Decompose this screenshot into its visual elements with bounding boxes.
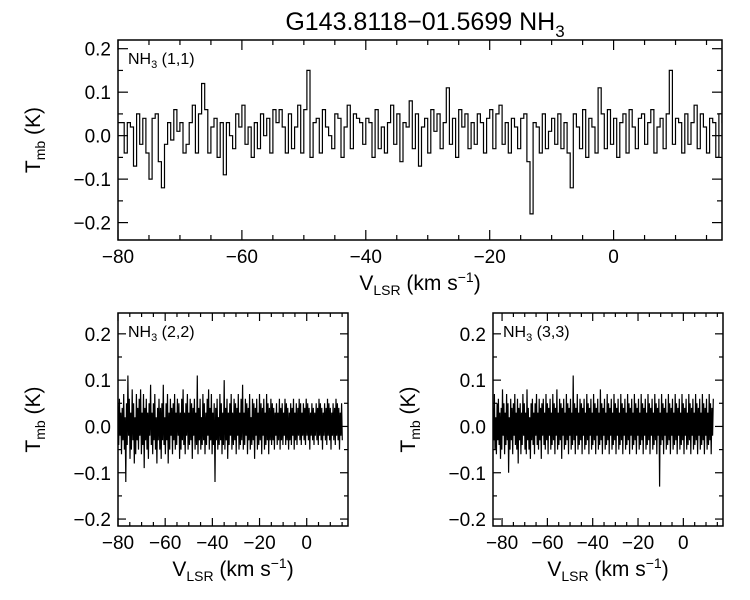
x-tick-label: 0: [301, 533, 312, 554]
x-tick-label: −60: [531, 533, 563, 554]
panel-label: NH3 (2,2): [128, 324, 195, 344]
x-tick-label: −60: [226, 247, 258, 268]
x-tick-label: −40: [350, 247, 382, 268]
x-tick-label: −40: [196, 533, 228, 554]
spectrum-line: [493, 375, 714, 487]
y-axis-label: Tmb (K): [22, 386, 48, 452]
panel-label: NH3 (3,3): [503, 324, 570, 344]
x-tick-label: 0: [608, 247, 619, 268]
y-tick-label: 0.0: [85, 127, 111, 148]
y-tick-label: −0.1: [448, 464, 486, 485]
y-tick-label: −0.1: [73, 170, 111, 191]
x-axis-label: VLSR (km s−1): [359, 269, 480, 298]
y-tick-label: −0.2: [73, 214, 111, 235]
y-tick-label: 0.1: [85, 83, 111, 104]
spectrum-line: [118, 375, 343, 483]
x-tick-label: −40: [577, 533, 609, 554]
x-tick-label: −80: [102, 533, 134, 554]
x-axis-label: VLSR (km s−1): [547, 555, 668, 584]
y-axis-label: Tmb (K): [397, 386, 423, 452]
y-axis-label: Tmb (K): [22, 107, 48, 173]
x-tick-label: 0: [678, 533, 689, 554]
panel-label: NH3 (1,1): [128, 51, 195, 71]
y-tick-label: 0.2: [85, 325, 111, 346]
x-tick-label: −20: [243, 533, 275, 554]
y-tick-label: 0.1: [460, 371, 486, 392]
panel-2: −80 −60 −40 −20 0 −0.2 −0.1 0.0 0.1 0.2 NH3 (2,2) V…: [22, 312, 349, 584]
x-tick-label: −20: [474, 247, 506, 268]
y-tick-label: 0.0: [460, 417, 486, 438]
x-axis-label: VLSR (km s−1): [172, 555, 293, 584]
plot-frame: [117, 39, 723, 241]
panel-1: −80 −60 −40 −20 0 −0.2 −0.1 0.0 0.1 0.2 NH3 (1,1) V…: [22, 39, 723, 298]
panel-3: −80 −60 −40 −20 0 −0.2 −0.1 0.0 0.1 0.2 NH3 (3,3) V…: [397, 312, 724, 584]
y-tick-label: 0.2: [460, 325, 486, 346]
plot-frame: [492, 312, 724, 527]
y-tick-label: −0.2: [448, 510, 486, 531]
y-tick-label: −0.1: [73, 464, 111, 485]
y-tick-label: 0.1: [85, 371, 111, 392]
figure-title: G143.8118−01.5699 NH3: [285, 8, 564, 41]
x-tick-label: −60: [149, 533, 181, 554]
plot-frame: [117, 312, 349, 527]
y-tick-label: −0.2: [73, 510, 111, 531]
y-tick-label: 0.0: [85, 417, 111, 438]
spectrum-line: [118, 69, 722, 215]
x-tick-label: −80: [102, 247, 134, 268]
y-tick-label: 0.2: [85, 40, 111, 61]
x-tick-label: −80: [486, 533, 518, 554]
x-tick-label: −20: [622, 533, 654, 554]
